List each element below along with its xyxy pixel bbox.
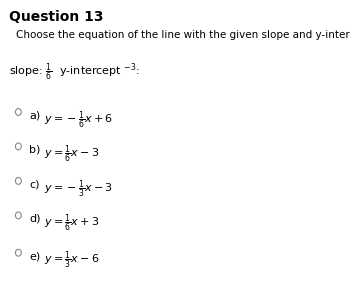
Text: a): a) xyxy=(29,110,41,121)
Text: $y = -\frac{1}{6}x + 6$: $y = -\frac{1}{6}x + 6$ xyxy=(44,109,113,130)
Text: e): e) xyxy=(29,251,41,261)
Text: b): b) xyxy=(29,145,41,155)
Text: d): d) xyxy=(29,214,41,224)
Text: Choose the equation of the line with the given slope and y-intercept.: Choose the equation of the line with the… xyxy=(16,30,350,40)
Text: c): c) xyxy=(29,180,40,189)
Text: $y = \frac{1}{6}x - 3$: $y = \frac{1}{6}x - 3$ xyxy=(44,144,99,165)
Text: $y = \frac{1}{6}x + 3$: $y = \frac{1}{6}x + 3$ xyxy=(44,213,99,234)
Text: $y = -\frac{1}{3}x - 3$: $y = -\frac{1}{3}x - 3$ xyxy=(44,178,113,200)
Text: $y = \frac{1}{3}x - 6$: $y = \frac{1}{3}x - 6$ xyxy=(44,250,99,271)
Text: Question 13: Question 13 xyxy=(9,10,103,24)
Text: slope: $\frac{1}{6}$  y-intercept $^{-3}$:: slope: $\frac{1}{6}$ y-intercept $^{-3}$… xyxy=(9,62,140,83)
